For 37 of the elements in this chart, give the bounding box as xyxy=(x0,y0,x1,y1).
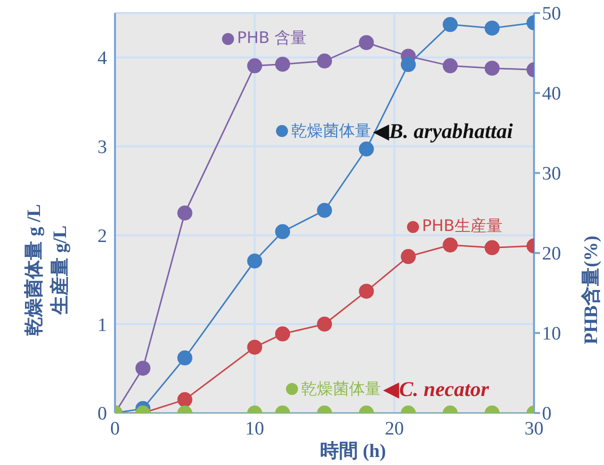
point xyxy=(247,58,262,74)
point xyxy=(177,206,192,220)
point xyxy=(484,240,500,256)
y2-tick-label: 20 xyxy=(542,244,561,265)
y2-tick-label: 10 xyxy=(542,324,561,345)
legend-label: 乾燥菌体量 xyxy=(291,120,371,142)
point xyxy=(442,58,458,74)
point xyxy=(442,238,458,252)
legend-label: PHB 含量 xyxy=(237,28,307,49)
y-tick-label: 0 xyxy=(98,404,107,425)
x-tick-label: 20 xyxy=(384,418,404,440)
y2-tick-label: 0 xyxy=(542,404,552,425)
legend-label: 乾燥菌体量 xyxy=(301,378,381,400)
x-tick-label: 10 xyxy=(245,418,264,440)
y2-tick-label: 50 xyxy=(542,4,561,25)
point xyxy=(400,249,416,264)
point xyxy=(275,224,290,240)
point xyxy=(358,284,374,299)
point xyxy=(247,254,262,268)
y-axis-title: 乾燥菌体量 g /L 生産量 g/L xyxy=(23,204,72,336)
point xyxy=(317,54,332,68)
point xyxy=(317,202,332,218)
point xyxy=(275,56,290,72)
y-tick-label: 2 xyxy=(98,226,107,247)
y-tick-label: 3 xyxy=(98,137,107,158)
y2-tick-label: 30 xyxy=(542,164,561,185)
x-axis-title: 時間 (h) xyxy=(320,440,386,464)
point xyxy=(135,360,150,376)
y2-tick-label: 40 xyxy=(542,84,561,105)
x-tick-label: 30 xyxy=(524,418,544,440)
annotation: ◀C. necator xyxy=(383,376,489,402)
point xyxy=(484,60,500,76)
y-tick-label: 4 xyxy=(98,48,108,70)
y2-axis-title: PHB含量(%) xyxy=(580,236,603,344)
y-tick-label: 1 xyxy=(98,314,107,336)
point xyxy=(358,35,374,50)
legend-label: PHB生産量 xyxy=(422,216,503,237)
